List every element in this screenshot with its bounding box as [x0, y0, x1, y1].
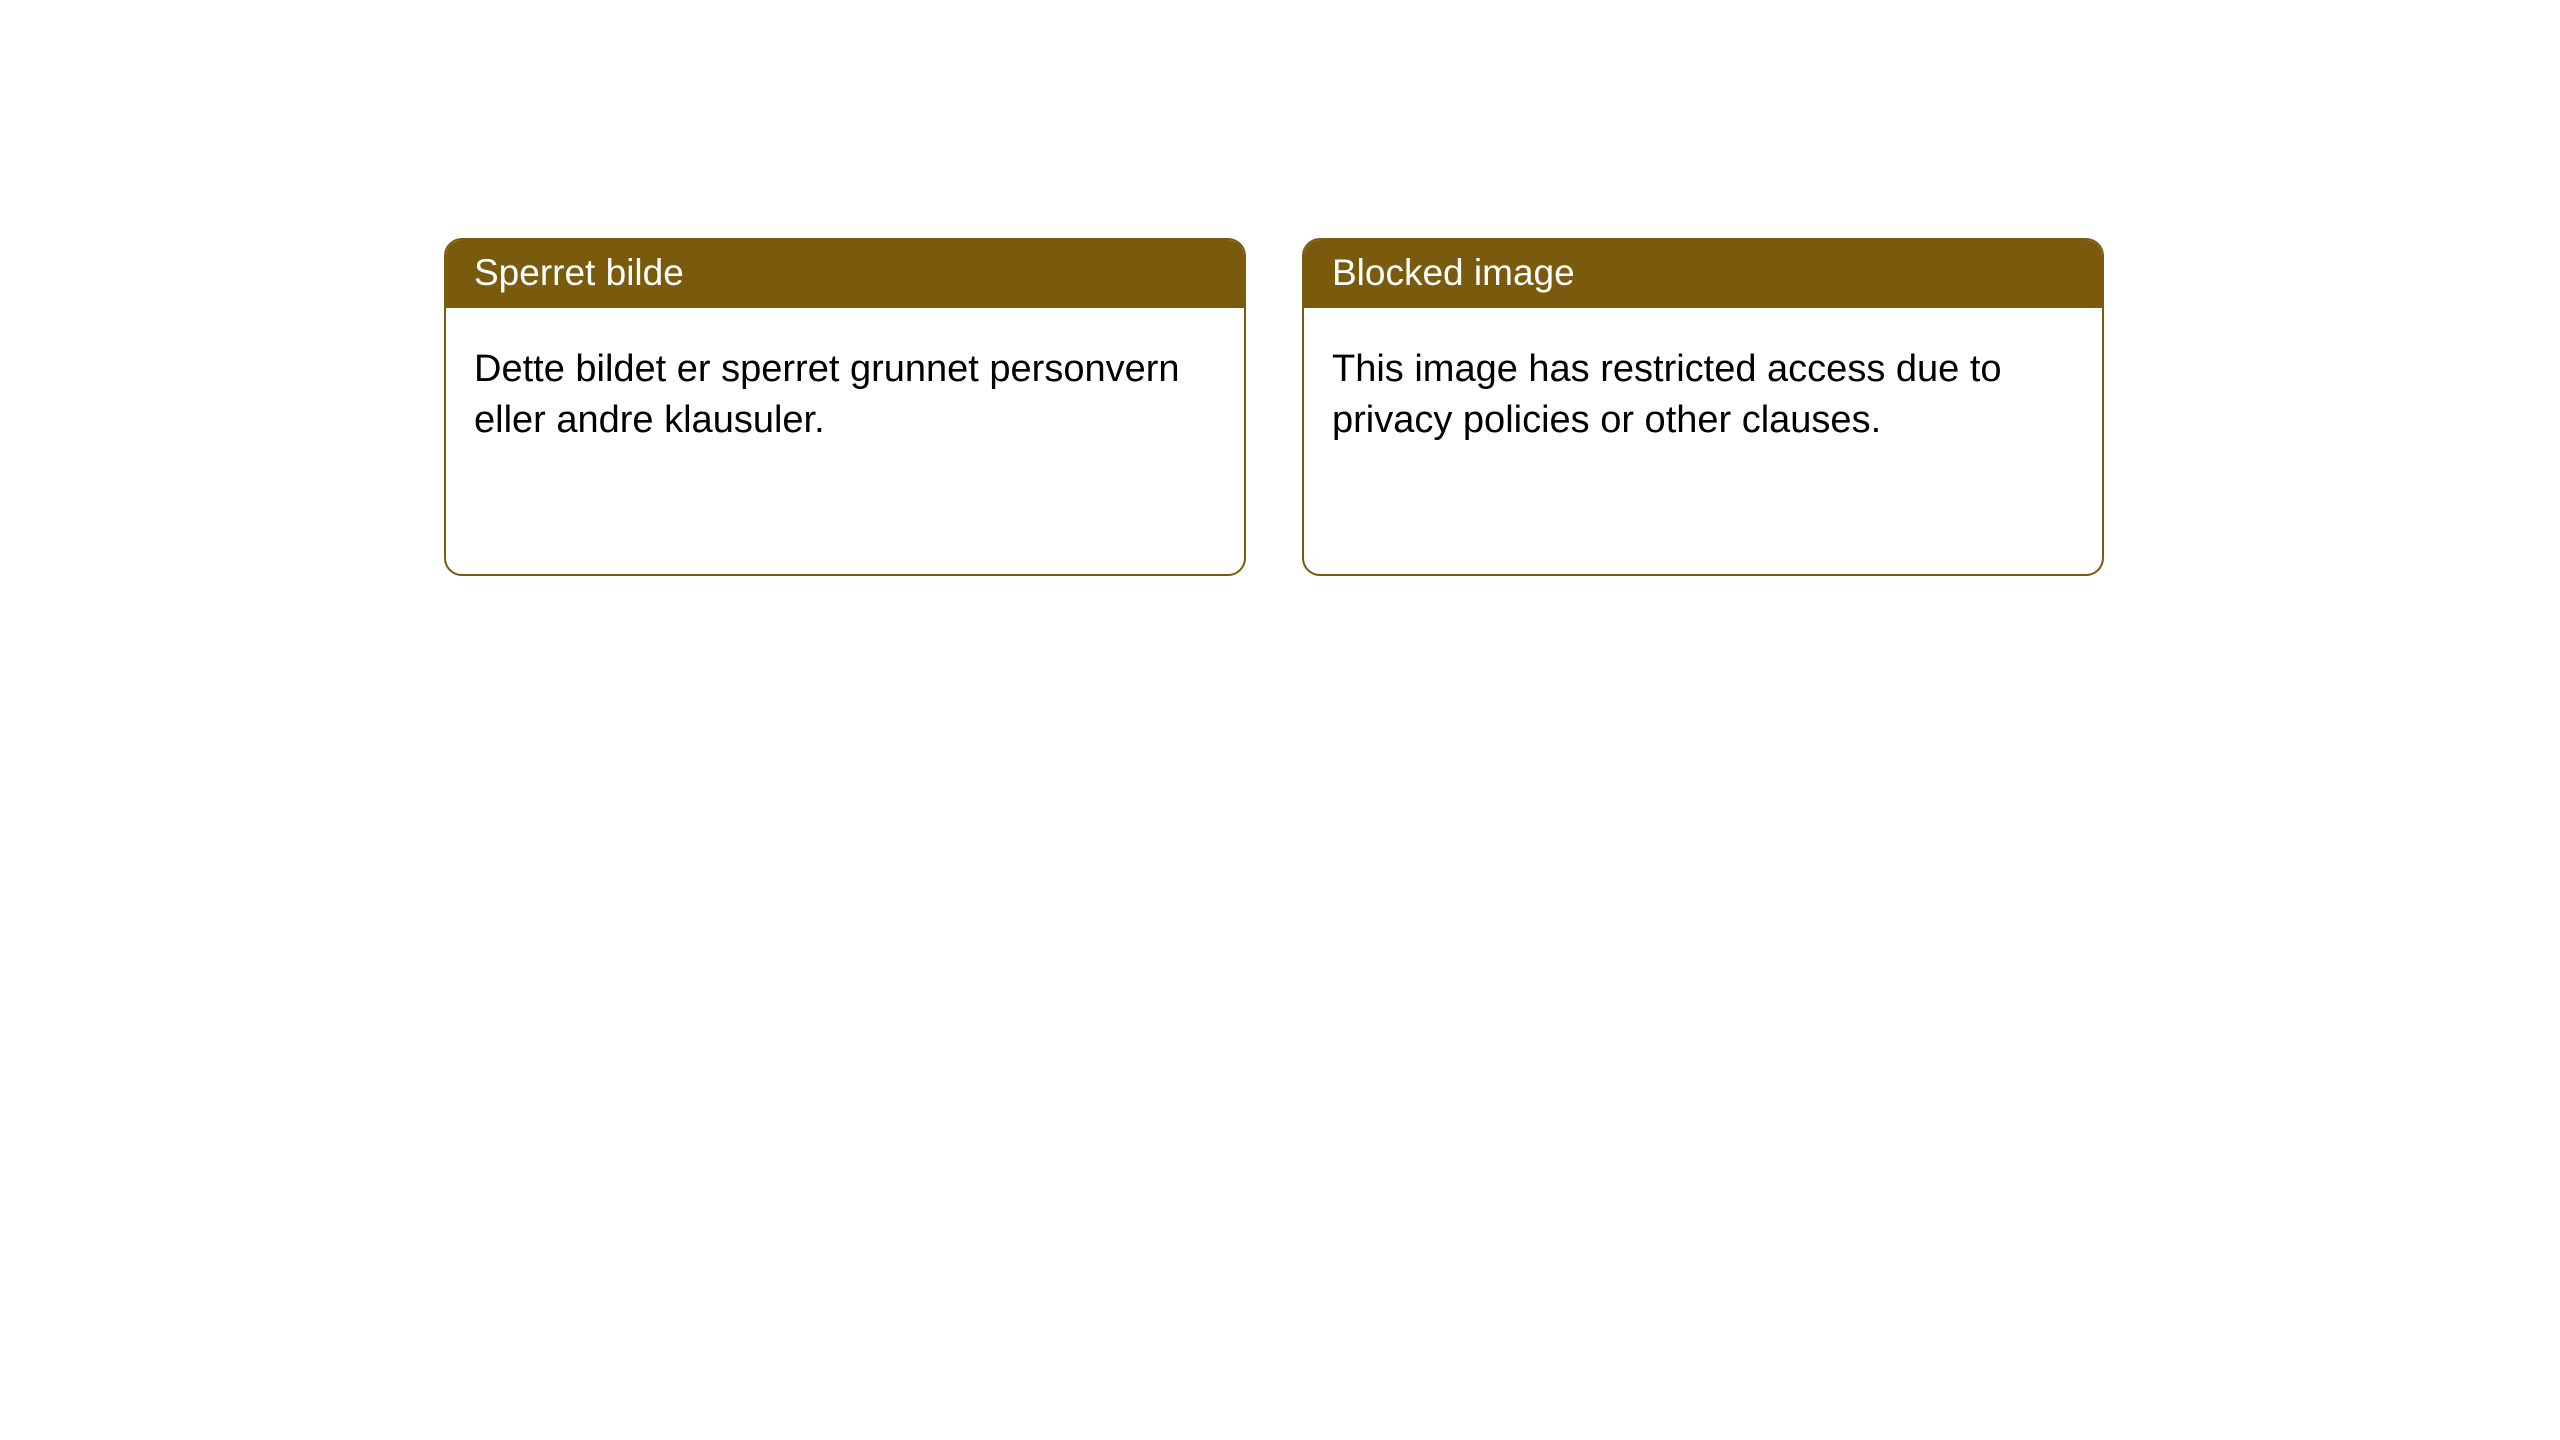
blocked-image-card-no: Sperret bilde Dette bildet er sperret gr…	[444, 238, 1246, 576]
blocked-image-card-en: Blocked image This image has restricted …	[1302, 238, 2104, 576]
card-header-en: Blocked image	[1304, 240, 2102, 308]
card-body-en: This image has restricted access due to …	[1304, 308, 2102, 471]
card-body-no: Dette bildet er sperret grunnet personve…	[446, 308, 1244, 471]
card-title-en: Blocked image	[1332, 252, 1575, 293]
card-title-no: Sperret bilde	[474, 252, 684, 293]
card-message-no: Dette bildet er sperret grunnet personve…	[474, 348, 1180, 441]
card-header-no: Sperret bilde	[446, 240, 1244, 308]
notice-container: Sperret bilde Dette bildet er sperret gr…	[0, 0, 2560, 576]
card-message-en: This image has restricted access due to …	[1332, 348, 2002, 441]
